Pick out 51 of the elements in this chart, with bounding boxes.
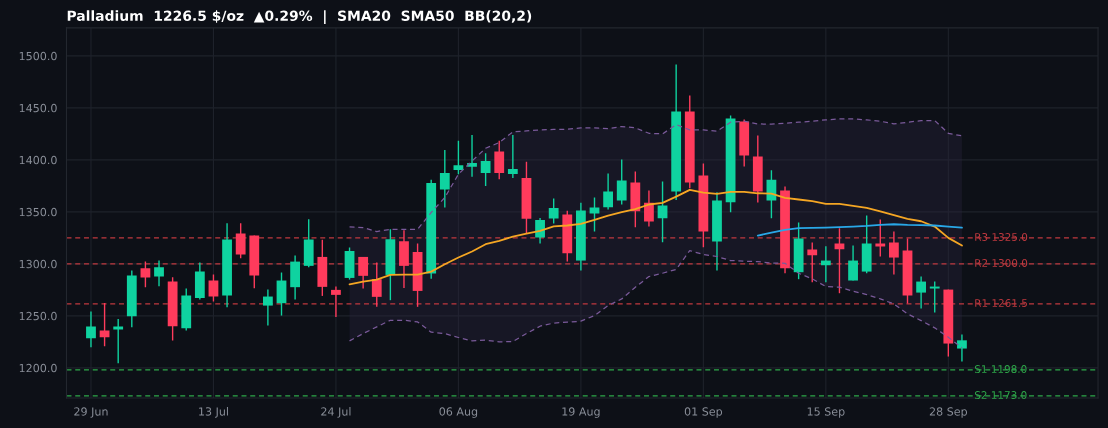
y-tick-label: 1200.0	[19, 363, 57, 373]
x-tick-label: 29 Jun	[74, 407, 108, 418]
line-series	[756, 223, 963, 237]
ref-line-label: R3 1325.0	[975, 233, 1028, 241]
candlestick	[453, 140, 464, 175]
x-tick-label: 19 Aug	[562, 407, 600, 418]
candlestick	[235, 222, 246, 259]
candlestick	[262, 288, 273, 327]
candlestick	[603, 172, 614, 211]
candlestick	[589, 196, 600, 233]
candlestick	[548, 197, 559, 225]
candlestick	[848, 244, 858, 282]
y-tick-label: 1350.0	[19, 207, 57, 217]
candlestick	[113, 318, 124, 364]
y-tick-label: 1450.0	[19, 103, 57, 113]
candlestick	[439, 149, 450, 209]
x-tick-label: 06 Aug	[439, 407, 478, 418]
ref-line-label: R1 1261.5	[975, 299, 1027, 307]
candlestick	[889, 230, 899, 276]
ref-line-label: R2 1300.0	[975, 259, 1028, 267]
candlestick	[154, 259, 164, 287]
candlestick	[929, 280, 940, 314]
y-tick-label: 1300.0	[19, 259, 57, 269]
x-tick-label: 13 Jul	[199, 407, 228, 418]
candlestick	[86, 310, 96, 348]
candlestick	[140, 260, 151, 288]
candlestick	[616, 158, 627, 206]
candlestick	[371, 261, 382, 308]
x-tick-label: 01 Sep	[684, 407, 723, 418]
candlestick	[535, 217, 545, 245]
y-tick-label: 1400.0	[19, 155, 57, 165]
candlestick	[480, 152, 491, 187]
line-series	[348, 118, 963, 233]
x-tick-label: 28 Sep	[929, 407, 968, 418]
x-tick-label: 15 Sep	[807, 407, 845, 418]
chart-title: Palladium 1226.5 $/oz ▲0.29% | SMA20 SMA50 BB(20,2)	[67, 10, 532, 25]
candlestick	[507, 134, 518, 179]
candlestick	[875, 218, 886, 258]
candlestick	[957, 333, 967, 363]
candlestick	[916, 275, 927, 310]
candlestick	[331, 285, 341, 318]
candlestick	[644, 189, 654, 228]
candlestick	[467, 134, 477, 178]
y-tick-label: 1500.0	[19, 51, 57, 61]
candlestick	[208, 273, 219, 303]
y-tick-label: 1250.0	[19, 311, 57, 321]
candlestick	[494, 140, 505, 180]
x-tick-label: 24 Jul	[321, 407, 351, 418]
candlestick	[358, 256, 369, 290]
ref-line-label: S1 1198.0	[974, 365, 1027, 373]
ref-line-label: S2 1173.0	[974, 391, 1027, 399]
